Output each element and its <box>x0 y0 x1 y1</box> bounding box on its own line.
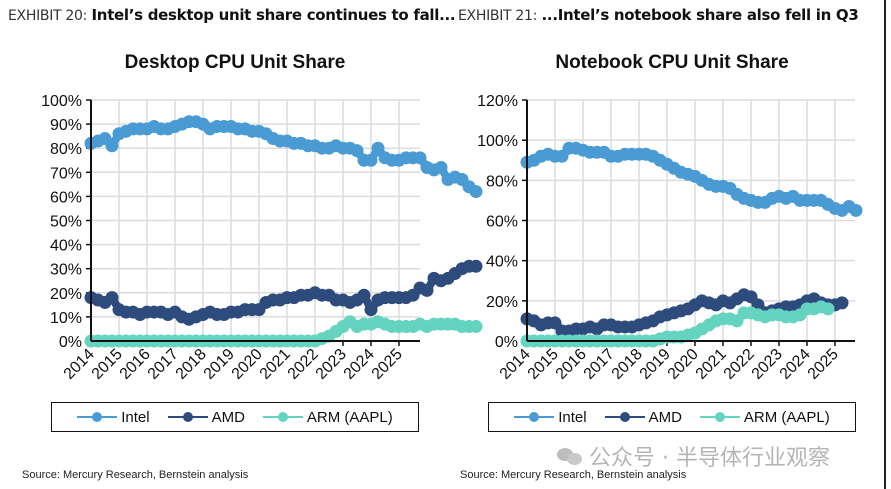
legend-swatch-arm <box>262 411 303 423</box>
notebook-x-tick-label: 2020 <box>665 346 702 383</box>
legend-item-amd: AMD <box>604 408 682 426</box>
notebook-y-tick-label: 20% <box>486 294 518 311</box>
desktop-y-tick-label: 10% <box>50 310 82 327</box>
wechat-icon <box>557 446 583 466</box>
watermark: 公众号 · 半导体行业观察 <box>557 440 830 472</box>
notebook-x-tick-label: 2023 <box>749 346 786 383</box>
desktop-x-tick-label: 2020 <box>229 346 266 383</box>
notebook-intel-point <box>849 203 863 217</box>
desktop-x-tick-label: 2016 <box>117 346 154 383</box>
desktop-source-note: Source: Mercury Research, Bernstein anal… <box>22 469 249 481</box>
desktop-x-tick-label: 2024 <box>341 346 378 383</box>
desktop-legend: Intel AMD ARM (AAPL) <box>51 402 419 432</box>
legend-swatch-intel <box>77 411 118 423</box>
desktop-intel-point <box>350 144 364 158</box>
desktop-intel-point <box>105 139 119 153</box>
desktop-y-tick-label: 80% <box>50 141 82 158</box>
desktop-y-tick-label: 20% <box>50 286 82 303</box>
watermark-text: 公众号 · 半导体行业观察 <box>589 446 830 471</box>
legend-item-intel: Intel <box>77 408 150 426</box>
desktop-x-tick-label: 2021 <box>257 346 294 383</box>
desktop-arm-point <box>469 320 483 334</box>
desktop-amd-point <box>105 291 119 305</box>
desktop-amd-point <box>420 283 434 297</box>
legend-swatch-intel <box>514 411 555 423</box>
notebook-y-tick-label: 100% <box>477 133 518 150</box>
legend-label-amd: AMD <box>211 408 245 426</box>
notebook-source-note: Source: Mercury Research, Bernstein anal… <box>460 469 687 481</box>
desktop-x-tick-label: 2018 <box>173 346 210 383</box>
exhibit-20-number: EXHIBIT 20: <box>8 8 88 24</box>
legend-swatch-amd <box>604 411 645 423</box>
notebook-x-tick-label: 2015 <box>525 346 562 383</box>
notebook-x-tick-label: 2018 <box>609 346 646 383</box>
desktop-x-tick-label: 2017 <box>145 346 182 383</box>
legend-swatch-amd <box>167 411 208 423</box>
legend-swatch-arm <box>699 411 740 423</box>
notebook-amd-point <box>835 296 849 310</box>
legend-item-amd: AMD <box>167 408 245 426</box>
desktop-amd-point <box>469 259 483 273</box>
desktop-amd-point <box>357 288 371 302</box>
desktop-y-tick-label: 90% <box>50 117 82 134</box>
desktop-chart-title: Desktop CPU Unit Share <box>124 52 346 73</box>
desktop-x-tick-label: 2025 <box>369 346 406 383</box>
desktop-intel-point <box>364 153 378 167</box>
desktop-intel-point <box>371 141 385 155</box>
exhibit-21-title: ...Intel’s notebook share also fell in Q… <box>541 6 859 24</box>
desktop-y-tick-label: 60% <box>50 189 82 206</box>
exhibit-21-heading: EXHIBIT 21: ...Intel’s notebook share al… <box>458 6 859 24</box>
legend-item-intel: Intel <box>514 408 587 426</box>
notebook-y-tick-label: 120% <box>477 93 518 110</box>
desktop-x-tick-label: 2023 <box>313 346 350 383</box>
desktop-x-tick-label: 2015 <box>89 346 126 383</box>
legend-item-arm: ARM (AAPL) <box>262 408 393 426</box>
exhibit-21-number: EXHIBIT 21: <box>458 8 538 24</box>
legend-label-intel: Intel <box>121 408 150 426</box>
notebook-x-tick-label: 2025 <box>805 346 842 383</box>
desktop-x-tick-label: 2022 <box>285 346 322 383</box>
desktop-amd-point <box>364 303 378 317</box>
notebook-x-tick-label: 2019 <box>637 346 674 383</box>
desktop-x-tick-label: 2014 <box>61 346 98 383</box>
legend-item-arm: ARM (AAPL) <box>699 408 830 426</box>
desktop-y-tick-label: 30% <box>50 262 82 279</box>
notebook-y-tick-label: 0% <box>495 334 518 351</box>
desktop-intel-point <box>434 160 448 174</box>
notebook-x-tick-label: 2021 <box>693 346 730 383</box>
desktop-y-tick-label: 50% <box>50 214 82 231</box>
notebook-legend: Intel AMD ARM (AAPL) <box>488 402 856 432</box>
legend-label-intel: Intel <box>558 408 587 426</box>
legend-label-arm: ARM (AAPL) <box>743 408 830 426</box>
legend-label-arm: ARM (AAPL) <box>306 408 393 426</box>
desktop-y-tick-label: 40% <box>50 238 82 255</box>
desktop-y-tick-label: 0% <box>59 334 82 351</box>
exhibit-20-heading: EXHIBIT 20: Intel’s desktop unit share c… <box>8 6 456 24</box>
desktop-y-tick-label: 70% <box>50 165 82 182</box>
desktop-y-tick-label: 100% <box>41 93 82 110</box>
notebook-x-tick-label: 2016 <box>553 346 590 383</box>
notebook-x-tick-label: 2024 <box>777 346 814 383</box>
exhibit-20-title: Intel’s desktop unit share continues to … <box>91 6 456 24</box>
notebook-chart-title: Notebook CPU Unit Share <box>555 52 789 73</box>
notebook-x-tick-label: 2014 <box>497 346 534 383</box>
legend-label-amd: AMD <box>648 408 682 426</box>
notebook-y-tick-label: 60% <box>486 214 518 231</box>
notebook-arm-point <box>821 302 835 316</box>
desktop-x-tick-label: 2019 <box>201 346 238 383</box>
notebook-x-tick-label: 2022 <box>721 346 758 383</box>
page-edge-divider <box>884 0 886 489</box>
notebook-y-tick-label: 80% <box>486 173 518 190</box>
desktop-intel-point <box>469 185 483 199</box>
notebook-x-tick-label: 2017 <box>581 346 618 383</box>
notebook-y-tick-label: 40% <box>486 254 518 271</box>
desktop-intel-point <box>413 151 427 165</box>
